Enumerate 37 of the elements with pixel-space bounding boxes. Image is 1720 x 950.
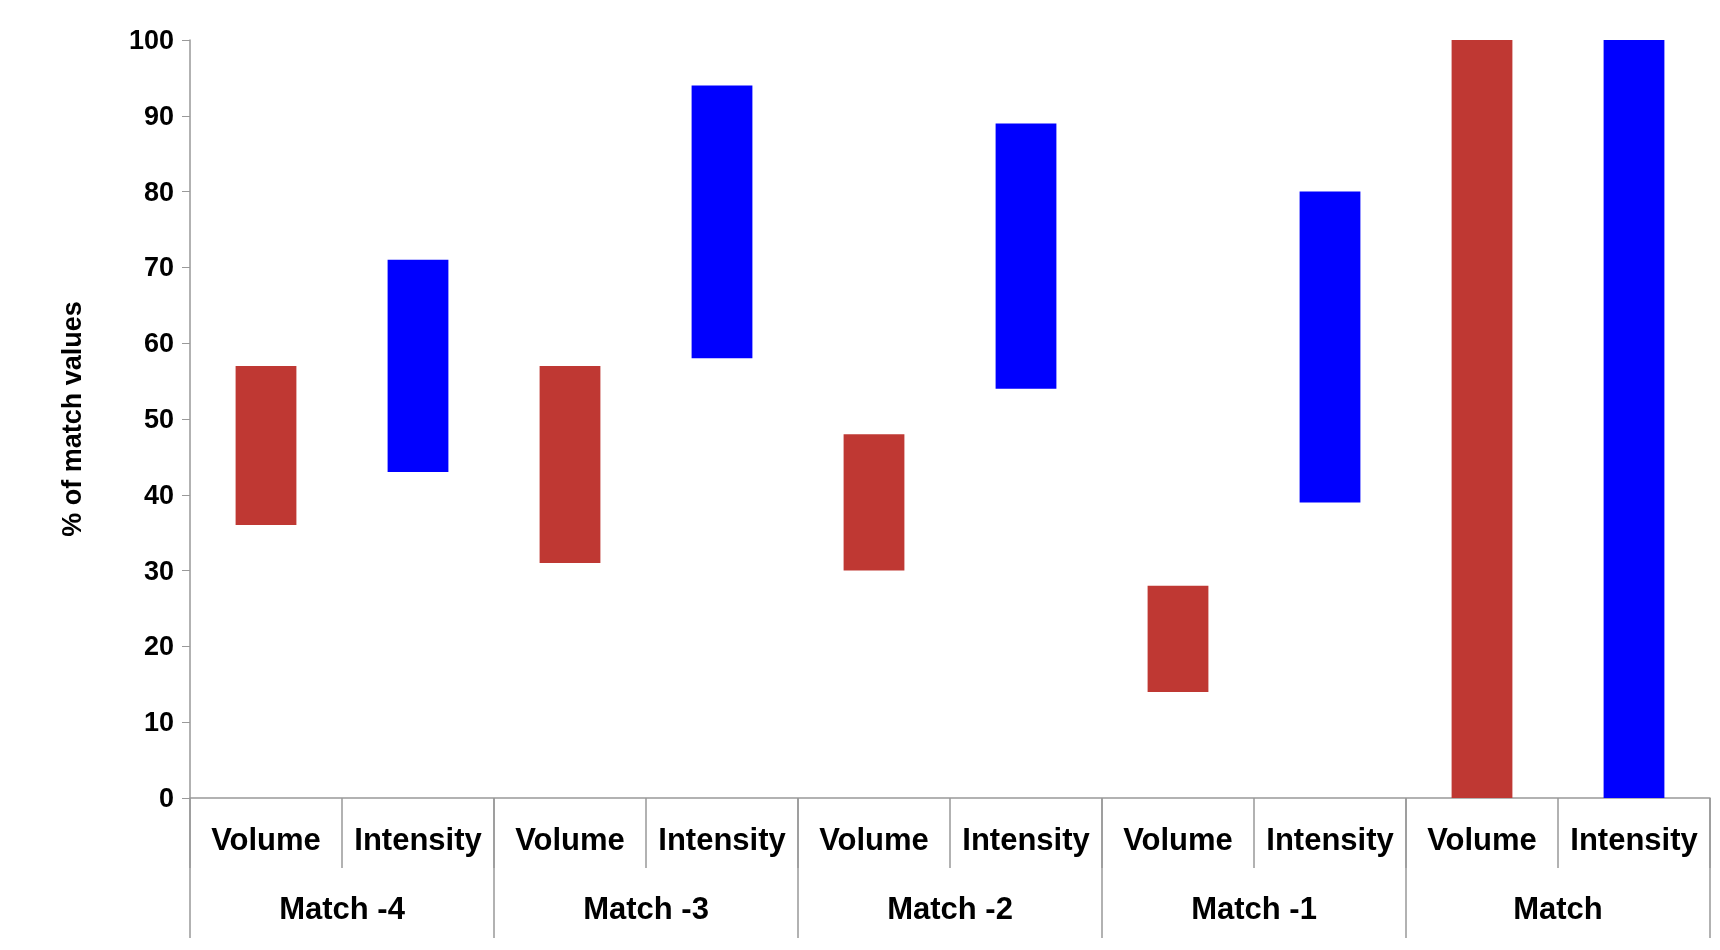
text: Match bbox=[1513, 891, 1603, 926]
bar bbox=[1603, 40, 1665, 798]
bar bbox=[1147, 585, 1209, 692]
x-tick-label: Intensity bbox=[1266, 822, 1395, 857]
y-tick-label: 10 bbox=[143, 707, 174, 738]
text: Match -4 bbox=[279, 891, 406, 926]
bar bbox=[843, 434, 905, 571]
x-tick-label: Volume bbox=[211, 822, 321, 857]
y-tick-label: 50 bbox=[143, 404, 174, 434]
text: Match -2 bbox=[887, 891, 1013, 926]
y-tick-label: 40 bbox=[143, 479, 174, 510]
y-tick-label: 0 bbox=[158, 783, 174, 813]
text: Match -3 bbox=[583, 891, 709, 926]
bar bbox=[539, 365, 601, 564]
bar bbox=[387, 259, 449, 473]
y-tick-label: 60 bbox=[143, 328, 174, 359]
y-tick-label: 100 bbox=[128, 25, 174, 55]
y-axis-title: % of match values bbox=[56, 301, 87, 537]
x-tick-label: Intensity bbox=[1570, 822, 1699, 857]
text: Match -1 bbox=[1191, 891, 1317, 926]
bar bbox=[1299, 191, 1361, 503]
x-tick-label: Volume bbox=[1123, 822, 1233, 857]
y-tick-label: 80 bbox=[143, 176, 174, 207]
x-tick-label: Intensity bbox=[962, 822, 1091, 857]
bar bbox=[691, 85, 753, 359]
x-tick-label: Intensity bbox=[658, 822, 787, 857]
y-tick-label: 90 bbox=[143, 100, 174, 131]
bar bbox=[235, 365, 297, 526]
bar bbox=[995, 123, 1057, 389]
bar bbox=[1451, 40, 1513, 798]
y-tick-label: 30 bbox=[143, 555, 174, 586]
y-tick-label: 20 bbox=[143, 631, 174, 662]
x-tick-label: Volume bbox=[1427, 822, 1537, 857]
x-tick-label: Volume bbox=[515, 822, 625, 857]
x-tick-label: Intensity bbox=[354, 822, 483, 857]
y-tick-label: 70 bbox=[143, 252, 174, 283]
x-tick-label: Volume bbox=[819, 822, 929, 857]
